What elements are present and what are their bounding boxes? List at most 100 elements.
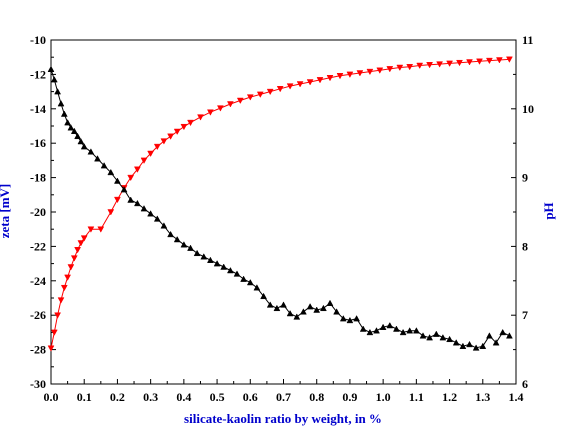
data-point-left [200, 253, 208, 260]
data-point-right [54, 312, 62, 319]
data-point-right [476, 58, 483, 65]
data-point-left [94, 155, 101, 162]
data-point-left [339, 315, 347, 322]
data-point-left [326, 299, 334, 306]
data-point-right [216, 105, 224, 112]
data-point-right [296, 81, 304, 88]
data-point-left [160, 222, 168, 229]
data-point-left [479, 342, 487, 349]
data-point-left [127, 196, 135, 203]
data-point-left [492, 339, 500, 346]
data-point-right [60, 284, 68, 292]
x-tick-label: 0.9 [342, 390, 357, 404]
x-tick-label: 0.6 [243, 390, 258, 404]
data-point-left [87, 148, 95, 155]
data-point-left [373, 327, 380, 334]
data-point-left [246, 278, 254, 286]
y-left-tick-label: -30 [30, 377, 46, 391]
data-point-left [333, 308, 341, 315]
data-point-left [167, 230, 175, 238]
y-left-tick-label: -28 [30, 343, 46, 357]
x-tick-label: 0.5 [210, 390, 225, 404]
data-point-left [226, 266, 234, 274]
data-point-left [346, 316, 354, 324]
data-point-right [456, 59, 463, 67]
data-point-left [220, 263, 228, 270]
data-point-right [140, 157, 148, 164]
data-point-left [313, 306, 321, 313]
data-point-left [140, 205, 148, 212]
data-point-right [133, 166, 141, 173]
y-left-tick-label: -24 [30, 274, 46, 288]
data-point-right [80, 235, 88, 242]
y-right-tick-label: 6 [522, 377, 528, 391]
data-point-left [153, 215, 161, 222]
x-tick-label: 0.0 [44, 390, 59, 404]
data-point-left [459, 342, 467, 349]
y-left-tick-label: -26 [30, 308, 46, 322]
data-point-left [54, 88, 62, 95]
data-point-left [133, 199, 141, 207]
x-tick-label: 1.4 [509, 390, 524, 404]
data-point-left [100, 162, 108, 169]
data-point-right [107, 209, 115, 216]
data-point-left [280, 301, 287, 308]
data-point-left [485, 332, 493, 339]
data-point-right [376, 67, 384, 74]
data-point-left [180, 241, 188, 248]
x-axis-title: silicate-kaolin ratio by weight, in % [184, 411, 382, 426]
y-left-tick-label: -16 [30, 136, 46, 150]
y-left-tick-label: -12 [30, 67, 46, 81]
x-tick-label: 1.1 [409, 390, 424, 404]
y-axis-left-title: zeta [mV] [0, 184, 12, 239]
data-point-left [432, 330, 440, 337]
data-point-right [246, 94, 254, 101]
x-tick-label: 0.8 [309, 390, 324, 404]
data-point-right [466, 59, 473, 66]
data-point-right [160, 138, 168, 145]
data-point-right [67, 264, 75, 271]
data-point-left [193, 249, 201, 257]
data-point-right [127, 174, 135, 182]
data-point-right [346, 71, 354, 78]
data-point-left [187, 244, 194, 251]
y-left-tick-label: -20 [30, 205, 46, 219]
data-point-left [253, 284, 261, 291]
data-point-left [80, 143, 88, 150]
data-point-left [499, 328, 507, 336]
data-point-left [64, 119, 72, 126]
x-tick-label: 1.0 [376, 390, 391, 404]
data-point-left [74, 132, 82, 140]
data-point-right [147, 150, 155, 158]
data-point-right [226, 101, 234, 108]
data-point-right [505, 56, 513, 63]
data-point-left [260, 292, 268, 300]
x-tick-label: 0.4 [176, 390, 191, 404]
data-point-right [77, 240, 85, 247]
data-point-right [167, 133, 175, 140]
data-point-right [206, 109, 214, 116]
data-point-right [386, 66, 394, 73]
y-right-tick-label: 11 [522, 33, 533, 47]
data-point-left [446, 335, 454, 343]
y-left-tick-label: -10 [30, 33, 46, 47]
data-point-left [206, 256, 214, 263]
data-point-right [197, 114, 204, 121]
series-layer [47, 56, 513, 352]
data-point-left [173, 235, 181, 243]
data-point-left [419, 332, 427, 339]
data-point-left [306, 303, 314, 310]
y-left-tick-label: -18 [30, 171, 46, 185]
data-point-left [366, 328, 374, 336]
data-point-right [485, 57, 493, 65]
data-point-right [50, 329, 58, 336]
y-right-tick-label: 9 [522, 171, 528, 185]
data-point-left [113, 177, 121, 184]
data-point-left [412, 327, 420, 334]
data-point-left [392, 325, 400, 332]
data-point-left [299, 308, 307, 315]
data-point-right [74, 247, 82, 254]
data-point-right [436, 61, 444, 68]
data-point-right [426, 62, 434, 69]
